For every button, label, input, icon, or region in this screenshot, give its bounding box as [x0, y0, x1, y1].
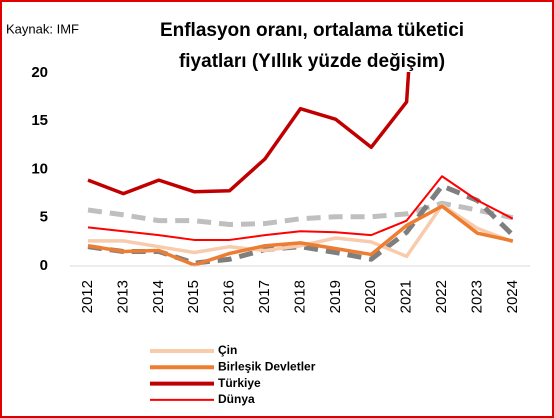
x-tick-label: 2020: [362, 280, 379, 313]
x-tick-label: 2018: [291, 280, 308, 313]
legend-label: Türkiye: [218, 376, 261, 390]
legend-label: Dünya: [218, 392, 255, 406]
x-tick-label: 2019: [327, 280, 344, 313]
y-tick-label: 15: [31, 112, 48, 129]
plot: [87, 72, 515, 267]
y-tick-label: 5: [40, 209, 48, 226]
chart-title: Enflasyon oranı, ortalama tüketici: [160, 20, 464, 41]
series-line: [87, 72, 411, 196]
x-tick-label: 2016: [221, 280, 238, 313]
y-tick-label: 0: [40, 257, 48, 274]
legend-label: Çin: [218, 343, 237, 357]
x-tick-label: 2022: [433, 280, 450, 313]
x-tick-label: 2014: [150, 280, 167, 313]
x-tick-label: 2013: [114, 280, 131, 313]
y-tick-label: 10: [31, 160, 48, 177]
legend-label: Birleşik Devletler: [218, 359, 316, 373]
x-tick-label: 2015: [185, 280, 202, 313]
chart-title: fiyatları (Yıllık yüzde değişim): [179, 51, 445, 72]
source: Kaynak: IMF: [6, 21, 79, 36]
series-line: [87, 175, 514, 241]
series-line: [87, 200, 514, 228]
y-tick-label: 20: [31, 64, 48, 81]
x-tick-label: 2024: [504, 280, 521, 313]
x-tick-label: 2021: [398, 280, 415, 313]
series-line: [87, 204, 514, 267]
x-tick-label: 2017: [256, 280, 273, 313]
x-tick-label: 2012: [79, 280, 96, 313]
x-tick-label: 2023: [468, 280, 485, 313]
